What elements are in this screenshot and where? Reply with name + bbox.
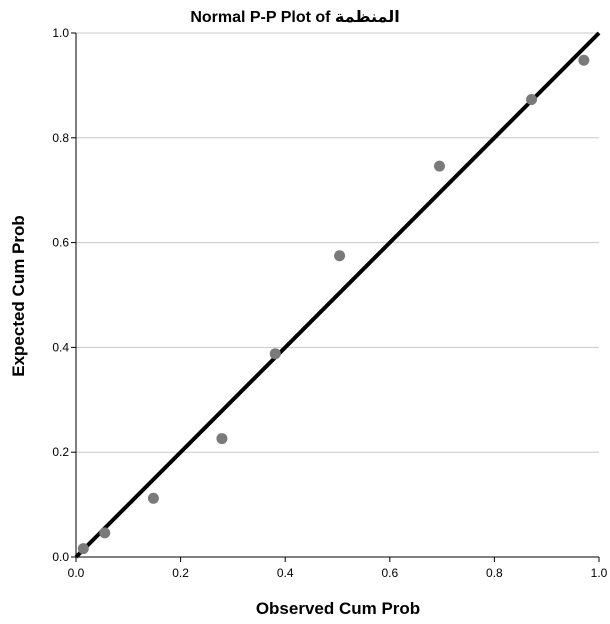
data-point-8: [578, 54, 590, 66]
data-point-7: [526, 94, 538, 106]
x-tick-label-2: 0.4: [277, 566, 294, 580]
y-tick-label-1: 0.2: [52, 445, 69, 459]
x-tick-label-1: 0.2: [172, 566, 189, 580]
axes: [75, 33, 599, 558]
data-point-5: [334, 250, 346, 262]
data-point-6: [433, 160, 445, 172]
chart-title: Normal P-P Plot of المنظمة: [190, 9, 399, 26]
x-tick-label-3: 0.6: [381, 566, 398, 580]
data-point-2: [147, 492, 159, 504]
x-tick-label-4: 0.8: [486, 566, 503, 580]
x-tick-label-5: 1.0: [591, 566, 608, 580]
data-point-4: [269, 348, 281, 360]
data-point-3: [216, 433, 228, 445]
y-tick-label-5: 1.0: [52, 26, 69, 40]
y-tick-label-4: 0.8: [52, 131, 69, 145]
grid-lines: [76, 32, 599, 453]
reference-line-group: [74, 31, 601, 559]
y-tick-label-3: 0.6: [52, 236, 69, 250]
data-point-1: [99, 527, 111, 539]
y-tick-label-2: 0.4: [52, 340, 69, 354]
x-tick-label-0: 0.0: [68, 566, 85, 580]
y-axis-label: Expected Cum Prob: [9, 215, 28, 377]
x-axis-label: Observed Cum Prob: [256, 599, 420, 618]
reference-line: [74, 31, 601, 559]
tick-labels: 0.0 0.2 0.4 0.6 0.8 1.0 0.0 0.2 0.4 0.6 0.8 1.0: [52, 26, 607, 580]
y-tick-label-0: 0.0: [52, 550, 69, 564]
data-points: [77, 54, 590, 555]
data-point-0: [77, 543, 89, 555]
